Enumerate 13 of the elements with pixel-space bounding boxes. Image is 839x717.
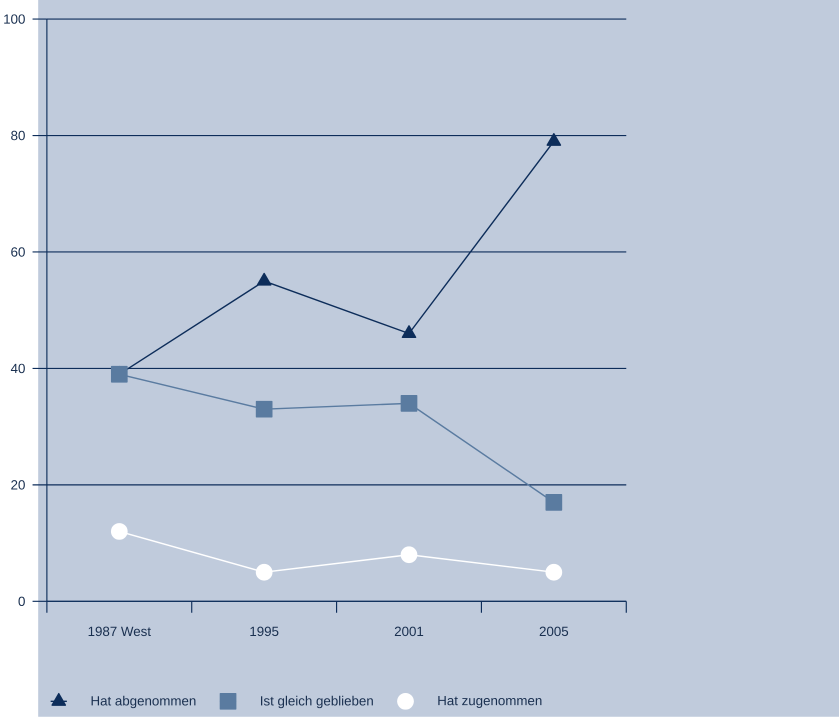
y-tick-label: 40 [10,364,25,374]
y-tick-label: 0 [18,596,25,606]
y-tick-label: 80 [11,130,25,140]
legend-label: Hat abgenommen [92,696,196,708]
y-tick-label: 20 [11,480,25,490]
x-tick-label: 1995 [250,626,278,636]
y-tick-label: 100 [4,14,25,24]
x-tick-label: 2005 [540,626,568,636]
x-tick-label: 1987 West [88,626,151,636]
legend-label: Hat zugenommen [438,696,542,708]
legend-label: Ist gleich geblieben [261,696,373,708]
x-tick-label: 2001 [394,626,424,636]
y-tick-label: 60 [11,247,25,257]
